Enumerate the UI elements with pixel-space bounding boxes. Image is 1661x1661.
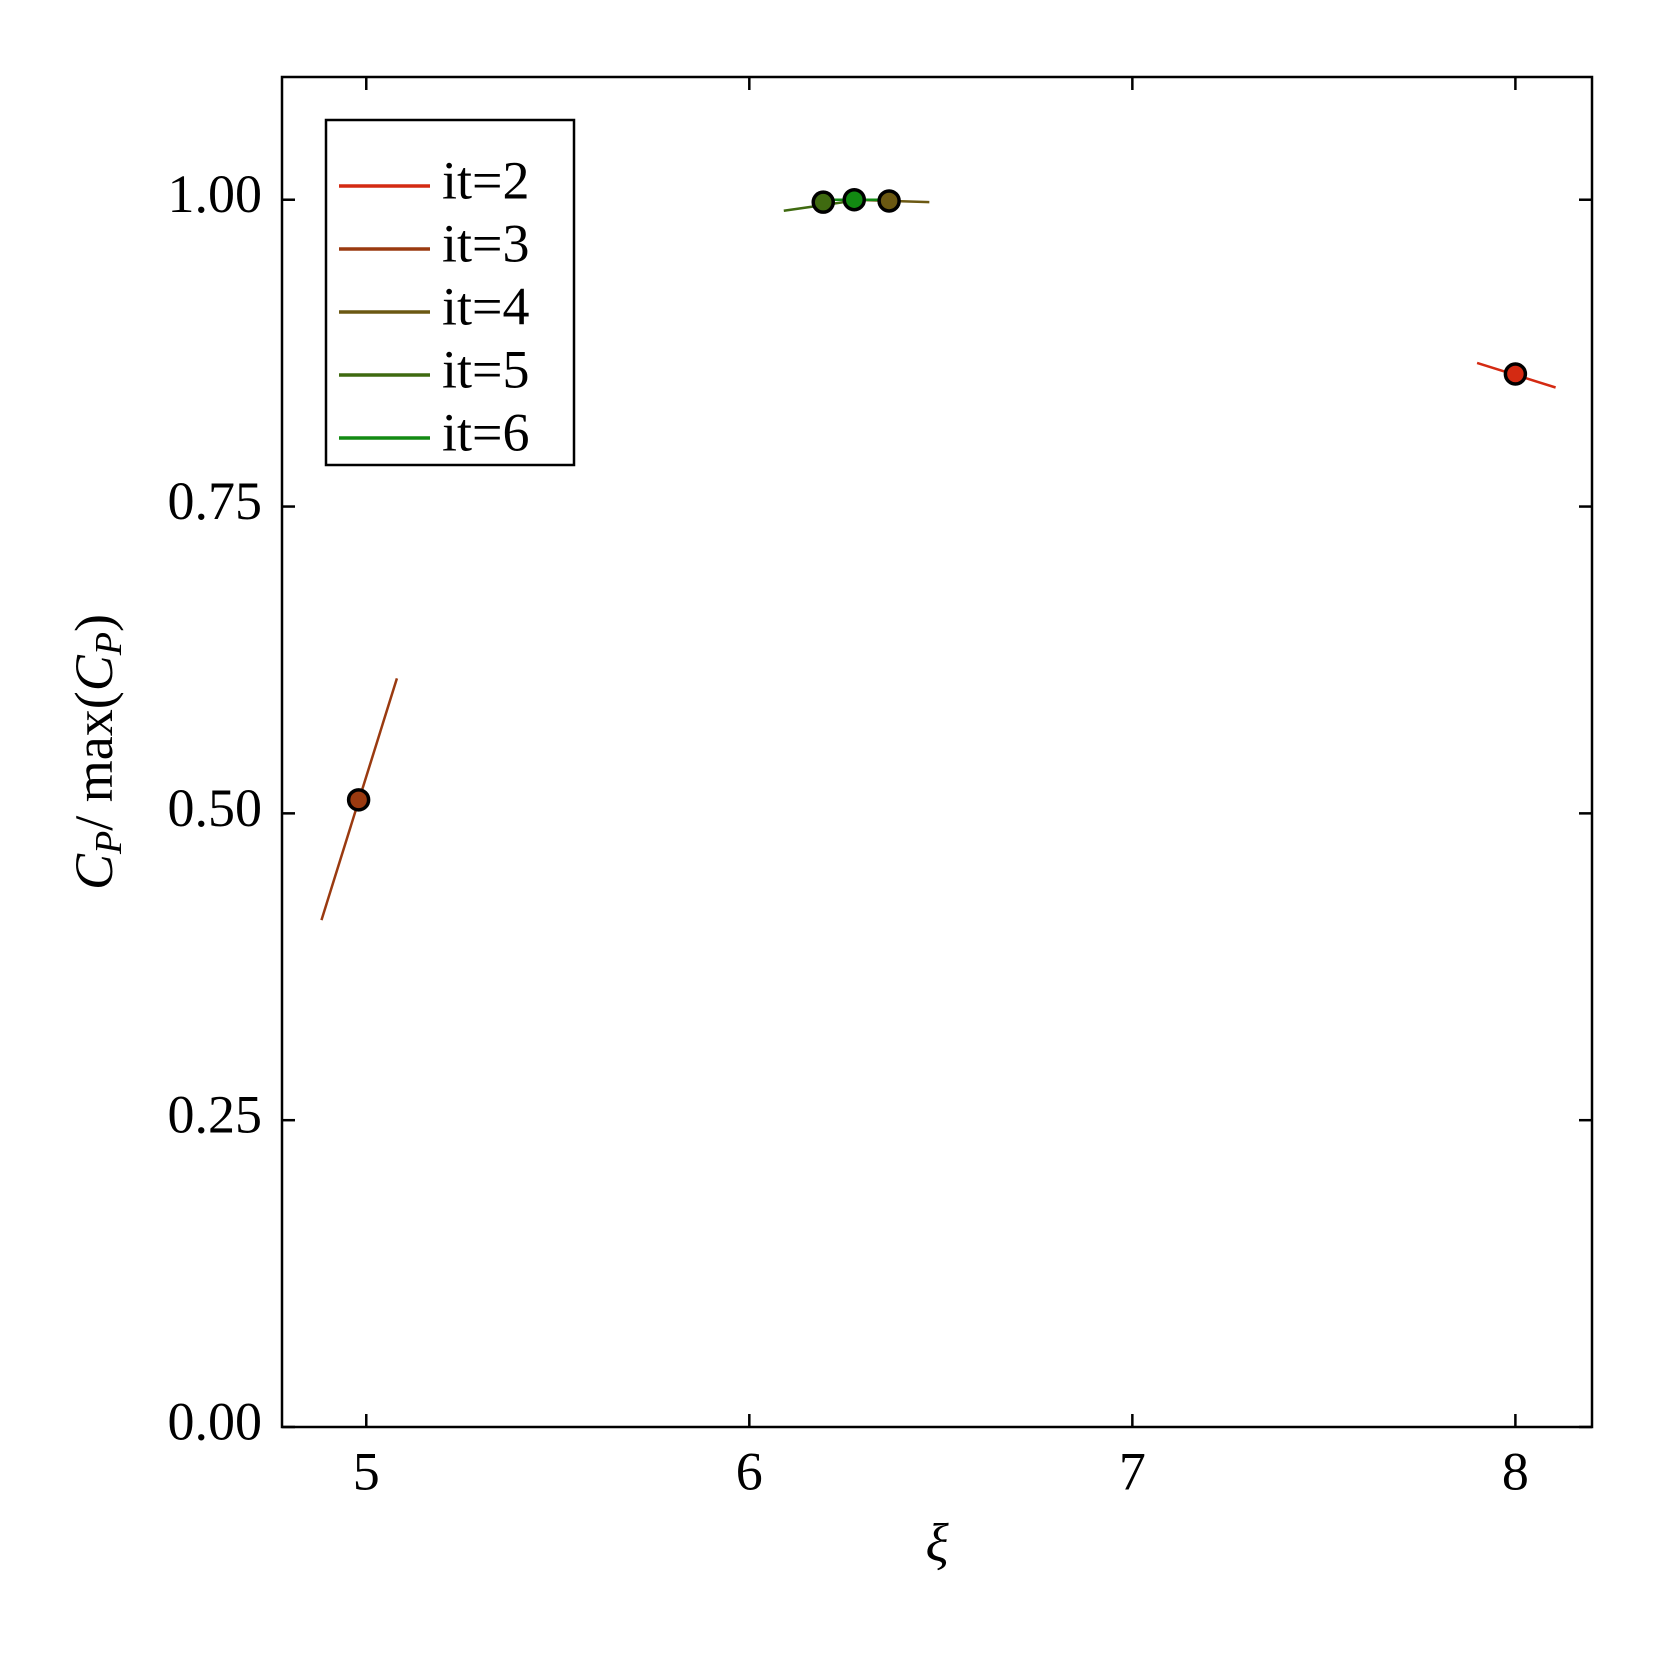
- x-tick-label: 6: [736, 1441, 763, 1501]
- y-tick-label: 0.50: [168, 778, 263, 838]
- y-axis-label: CP/ max(CP): [64, 614, 129, 890]
- point: [811, 190, 835, 214]
- x-axis-label: ξ: [925, 1512, 949, 1572]
- y-label-part: P: [88, 632, 130, 656]
- plot-frame: [280, 75, 1594, 1429]
- legend-label: it=6: [442, 402, 529, 462]
- y-tick-label: 0.00: [168, 1391, 263, 1451]
- point: [877, 189, 901, 213]
- y-label-part: C: [64, 853, 124, 890]
- y-label-part: ): [64, 614, 124, 632]
- y-tick-label: 1.00: [168, 164, 263, 224]
- legend-box: [324, 118, 576, 467]
- y-tick-label: 0.75: [168, 471, 263, 531]
- y-label-part: P: [88, 831, 130, 855]
- y-label-part: C: [64, 654, 124, 691]
- legend-label: it=4: [442, 276, 529, 336]
- legend-label: it=5: [442, 339, 529, 399]
- point: [1503, 362, 1528, 386]
- legend-label: it=2: [442, 150, 529, 210]
- x-tick-label: 8: [1502, 1441, 1529, 1501]
- point: [346, 788, 371, 812]
- legend-label: it=3: [442, 213, 529, 273]
- x-tick-label: 5: [353, 1441, 380, 1501]
- y-label-part: / max(: [64, 691, 124, 830]
- x-tick-label: 7: [1119, 1441, 1146, 1501]
- y-tick-label: 0.25: [168, 1085, 263, 1145]
- point: [842, 187, 867, 212]
